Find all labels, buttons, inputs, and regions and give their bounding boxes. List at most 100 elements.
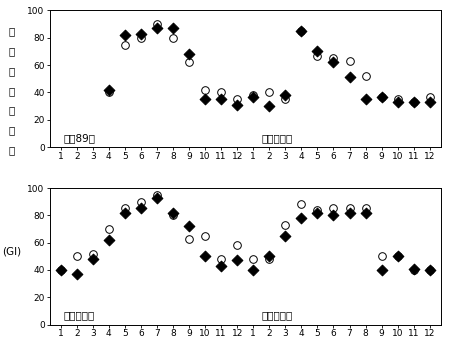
Point bbox=[330, 213, 337, 218]
Point bbox=[266, 90, 273, 95]
Point bbox=[122, 32, 129, 38]
Point bbox=[346, 210, 353, 215]
Point bbox=[282, 222, 289, 228]
Point bbox=[202, 233, 209, 239]
Point bbox=[378, 253, 385, 259]
Point bbox=[218, 90, 225, 95]
Point bbox=[89, 251, 96, 257]
Point bbox=[105, 90, 112, 95]
Point bbox=[330, 60, 337, 65]
Point bbox=[410, 99, 417, 105]
Point bbox=[122, 42, 129, 47]
Point bbox=[185, 236, 193, 241]
Point bbox=[410, 267, 417, 273]
Point bbox=[153, 195, 161, 200]
Point bbox=[298, 202, 305, 207]
Point bbox=[137, 35, 144, 40]
Point bbox=[153, 192, 161, 198]
Point bbox=[314, 53, 321, 58]
Point bbox=[346, 75, 353, 80]
Text: 平成89年: 平成89年 bbox=[64, 133, 96, 143]
Point bbox=[234, 102, 241, 107]
Point bbox=[394, 96, 401, 102]
Point bbox=[394, 99, 401, 105]
Point bbox=[122, 210, 129, 215]
Point bbox=[185, 51, 193, 57]
Point bbox=[105, 87, 112, 92]
Point bbox=[378, 94, 385, 99]
Text: 指: 指 bbox=[8, 125, 14, 135]
Point bbox=[314, 207, 321, 213]
Point bbox=[250, 92, 257, 98]
Point bbox=[282, 92, 289, 98]
Point bbox=[362, 210, 369, 215]
Point bbox=[314, 210, 321, 215]
Point bbox=[282, 96, 289, 102]
Point bbox=[330, 206, 337, 211]
Text: 平成１０年: 平成１０年 bbox=[261, 133, 292, 143]
Point bbox=[362, 96, 369, 102]
Point bbox=[137, 31, 144, 37]
Point bbox=[410, 266, 417, 272]
Point bbox=[202, 96, 209, 102]
Point bbox=[137, 206, 144, 211]
Text: 熟: 熟 bbox=[8, 86, 14, 96]
Point bbox=[346, 58, 353, 64]
Point bbox=[218, 256, 225, 262]
Point bbox=[298, 215, 305, 221]
Point bbox=[234, 243, 241, 248]
Text: 度: 度 bbox=[8, 105, 14, 116]
Point bbox=[218, 263, 225, 269]
Point bbox=[137, 199, 144, 205]
Point bbox=[378, 94, 385, 99]
Point bbox=[73, 271, 81, 277]
Point bbox=[170, 210, 177, 215]
Point bbox=[426, 267, 433, 273]
Point bbox=[234, 96, 241, 102]
Point bbox=[105, 226, 112, 232]
Point bbox=[378, 267, 385, 273]
Point bbox=[234, 258, 241, 263]
Point bbox=[250, 256, 257, 262]
Point bbox=[170, 25, 177, 31]
Point bbox=[153, 25, 161, 31]
Point bbox=[170, 213, 177, 218]
Point bbox=[250, 94, 257, 99]
Point bbox=[185, 223, 193, 229]
Point bbox=[362, 206, 369, 211]
Text: 殖: 殖 bbox=[8, 46, 14, 56]
Point bbox=[410, 99, 417, 105]
Text: 生: 生 bbox=[8, 27, 14, 36]
Point bbox=[266, 103, 273, 109]
Point bbox=[426, 267, 433, 273]
Point bbox=[282, 233, 289, 239]
Point bbox=[298, 28, 305, 34]
Point bbox=[202, 87, 209, 92]
Point bbox=[57, 267, 64, 273]
Point bbox=[57, 267, 64, 273]
Point bbox=[73, 253, 81, 259]
Point bbox=[426, 99, 433, 105]
Point bbox=[170, 35, 177, 40]
Text: 腔: 腔 bbox=[8, 66, 14, 76]
Point bbox=[153, 21, 161, 27]
Point bbox=[394, 253, 401, 259]
Point bbox=[266, 256, 273, 262]
Point bbox=[362, 73, 369, 79]
Point bbox=[122, 206, 129, 211]
Point bbox=[394, 253, 401, 259]
Point bbox=[250, 267, 257, 273]
Point bbox=[202, 253, 209, 259]
Text: (GI): (GI) bbox=[2, 246, 21, 256]
Text: 平成１１年: 平成１１年 bbox=[64, 311, 95, 320]
Point bbox=[314, 49, 321, 54]
Point bbox=[298, 28, 305, 34]
Point bbox=[426, 94, 433, 99]
Point bbox=[105, 237, 112, 243]
Point bbox=[218, 96, 225, 102]
Point bbox=[346, 206, 353, 211]
Text: 平成１２年: 平成１２年 bbox=[261, 311, 292, 320]
Point bbox=[89, 256, 96, 262]
Point bbox=[330, 55, 337, 61]
Point bbox=[266, 253, 273, 259]
